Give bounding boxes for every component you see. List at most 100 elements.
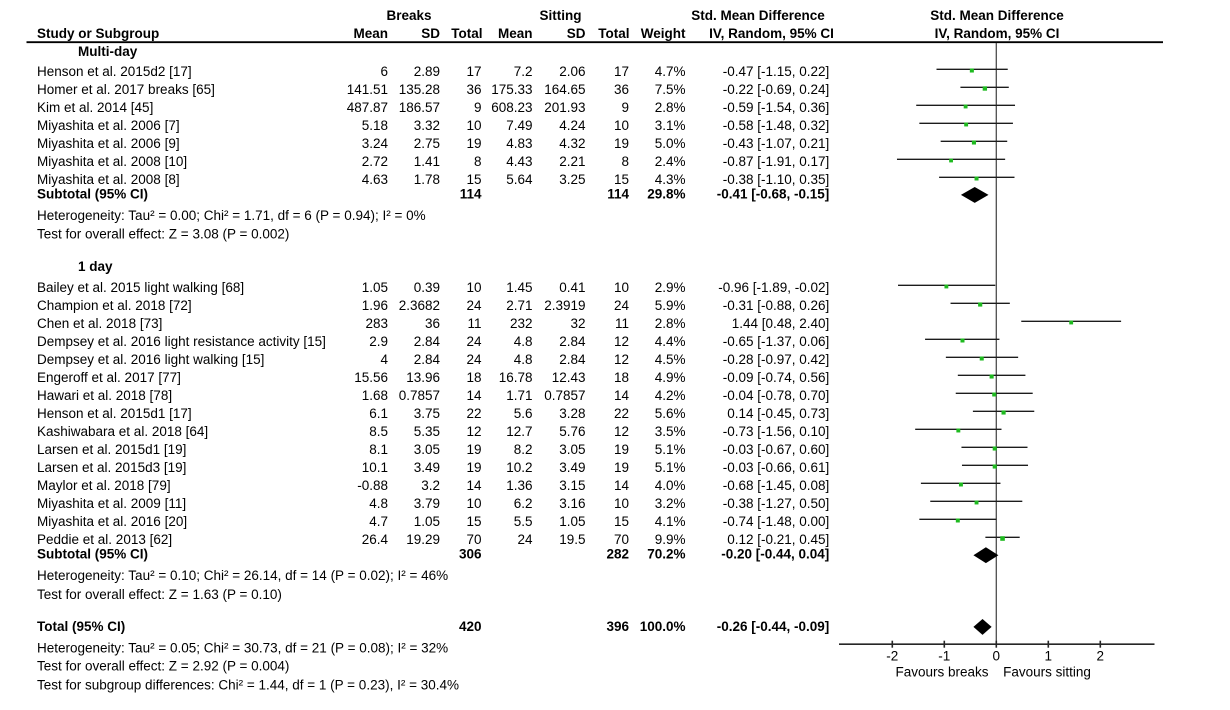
svg-text:1.41: 1.41 (414, 154, 440, 169)
svg-text:1.68: 1.68 (362, 388, 388, 403)
svg-text:17: 17 (614, 64, 629, 79)
svg-text:0.7857: 0.7857 (544, 388, 585, 403)
svg-text:24: 24 (466, 352, 482, 367)
svg-text:1.05: 1.05 (414, 514, 440, 529)
svg-text:0.41: 0.41 (559, 280, 585, 295)
svg-text:19.29: 19.29 (406, 532, 440, 547)
svg-text:-0.68 [-1.45, 0.08]: -0.68 [-1.45, 0.08] (723, 478, 830, 493)
svg-text:Sitting: Sitting (540, 8, 582, 23)
svg-text:2.89: 2.89 (414, 64, 440, 79)
svg-text:1.36: 1.36 (506, 478, 532, 493)
svg-text:8.1: 8.1 (369, 442, 388, 457)
svg-text:-0.41 [-0.68, -0.15]: -0.41 [-0.68, -0.15] (717, 186, 830, 201)
svg-text:1.05: 1.05 (559, 514, 585, 529)
svg-text:Test for overall effect: Z = 2: Test for overall effect: Z = 2.92 (P = 0… (37, 659, 289, 674)
svg-text:-0.09 [-0.74, 0.56]: -0.09 [-0.74, 0.56] (723, 370, 830, 385)
svg-text:12.7: 12.7 (506, 424, 532, 439)
svg-text:18: 18 (614, 370, 629, 385)
svg-text:Miyashita et al. 2008 [10]: Miyashita et al. 2008 [10] (37, 154, 187, 169)
svg-text:7.49: 7.49 (506, 118, 532, 133)
svg-text:3.5%: 3.5% (655, 424, 686, 439)
svg-text:4.1%: 4.1% (655, 514, 686, 529)
svg-text:3.28: 3.28 (559, 406, 585, 421)
svg-text:5.64: 5.64 (506, 172, 533, 187)
svg-text:11: 11 (467, 316, 481, 331)
svg-text:6: 6 (380, 64, 388, 79)
svg-text:Henson et al. 2015d2 [17]: Henson et al. 2015d2 [17] (37, 64, 192, 79)
svg-text:18: 18 (466, 370, 481, 385)
svg-text:3.24: 3.24 (362, 136, 389, 151)
svg-text:5.9%: 5.9% (655, 298, 686, 313)
svg-text:1: 1 (1045, 649, 1053, 664)
svg-text:1.45: 1.45 (506, 280, 532, 295)
svg-text:4.32: 4.32 (559, 136, 585, 151)
svg-text:9: 9 (621, 100, 629, 115)
svg-text:5.6%: 5.6% (655, 406, 686, 421)
svg-text:0: 0 (993, 649, 1001, 664)
svg-text:-0.26 [-0.44, -0.09]: -0.26 [-0.44, -0.09] (717, 619, 830, 634)
svg-text:6.1: 6.1 (369, 406, 388, 421)
svg-text:Kim et al. 2014 [45]: Kim et al. 2014 [45] (37, 100, 153, 115)
svg-text:Miyashita et al. 2006 [9]: Miyashita et al. 2006 [9] (37, 136, 180, 151)
svg-text:32: 32 (570, 316, 585, 331)
svg-text:-1: -1 (938, 649, 950, 664)
svg-text:10.2: 10.2 (506, 460, 532, 475)
svg-text:Maylor et al. 2018 [79]: Maylor et al. 2018 [79] (37, 478, 171, 493)
svg-text:306: 306 (459, 546, 482, 561)
svg-text:4: 4 (380, 352, 388, 367)
svg-text:4.24: 4.24 (559, 118, 586, 133)
svg-text:114: 114 (607, 186, 629, 201)
svg-text:Dempsey et al. 2016 light walk: Dempsey et al. 2016 light walking [15] (37, 352, 264, 367)
svg-text:5.6: 5.6 (514, 406, 533, 421)
svg-text:SD: SD (567, 26, 586, 41)
svg-text:164.65: 164.65 (544, 82, 585, 97)
svg-text:Test for subgroup differences:: Test for subgroup differences: Chi² = 1.… (37, 677, 459, 692)
svg-text:19: 19 (466, 136, 481, 151)
svg-text:2.72: 2.72 (362, 154, 388, 169)
svg-text:8.2: 8.2 (514, 442, 533, 457)
svg-text:4.3%: 4.3% (655, 172, 686, 187)
svg-text:5.76: 5.76 (559, 424, 585, 439)
svg-text:-0.22 [-0.69, 0.24]: -0.22 [-0.69, 0.24] (723, 82, 830, 97)
svg-text:420: 420 (459, 619, 482, 634)
svg-text:Engeroff et al. 2017 [77]: Engeroff et al. 2017 [77] (37, 370, 181, 385)
svg-text:14: 14 (614, 388, 630, 403)
svg-text:19: 19 (466, 460, 481, 475)
svg-text:201.93: 201.93 (544, 100, 585, 115)
svg-text:24: 24 (614, 298, 630, 313)
svg-text:12: 12 (466, 424, 481, 439)
svg-text:2.75: 2.75 (414, 136, 440, 151)
svg-text:2.71: 2.71 (506, 298, 532, 313)
svg-text:10.1: 10.1 (362, 460, 388, 475)
svg-text:-0.58 [-1.48, 0.32]: -0.58 [-1.48, 0.32] (723, 118, 830, 133)
svg-text:3.32: 3.32 (414, 118, 440, 133)
svg-text:1.71: 1.71 (506, 388, 532, 403)
svg-text:4.7%: 4.7% (655, 64, 686, 79)
svg-text:0.12 [-0.21, 0.45]: 0.12 [-0.21, 0.45] (727, 532, 829, 547)
svg-text:26.4: 26.4 (362, 532, 389, 547)
svg-text:4.0%: 4.0% (655, 478, 686, 493)
svg-text:24: 24 (466, 298, 482, 313)
svg-text:175.33: 175.33 (491, 82, 532, 97)
svg-text:-0.28 [-0.97, 0.42]: -0.28 [-0.97, 0.42] (723, 352, 830, 367)
svg-text:-0.65 [-1.37, 0.06]: -0.65 [-1.37, 0.06] (723, 334, 830, 349)
svg-text:5.5: 5.5 (514, 514, 533, 529)
svg-text:19: 19 (614, 460, 629, 475)
svg-text:6.2: 6.2 (514, 496, 533, 511)
svg-text:2.21: 2.21 (559, 154, 585, 169)
svg-text:3.49: 3.49 (414, 460, 440, 475)
svg-text:24: 24 (466, 334, 482, 349)
svg-text:283: 283 (365, 316, 388, 331)
svg-text:4.43: 4.43 (506, 154, 532, 169)
svg-text:12: 12 (614, 352, 629, 367)
svg-text:4.8: 4.8 (369, 496, 388, 511)
svg-text:10: 10 (466, 496, 481, 511)
svg-text:232: 232 (510, 316, 533, 331)
svg-text:Peddie et al. 2013 [62]: Peddie et al. 2013 [62] (37, 532, 172, 547)
svg-text:14: 14 (466, 388, 482, 403)
svg-text:Larsen et al. 2015d3 [19]: Larsen et al. 2015d3 [19] (37, 460, 186, 475)
svg-text:3.2%: 3.2% (655, 496, 686, 511)
svg-text:282: 282 (606, 546, 629, 561)
svg-text:15.56: 15.56 (354, 370, 388, 385)
svg-text:0.39: 0.39 (414, 280, 440, 295)
